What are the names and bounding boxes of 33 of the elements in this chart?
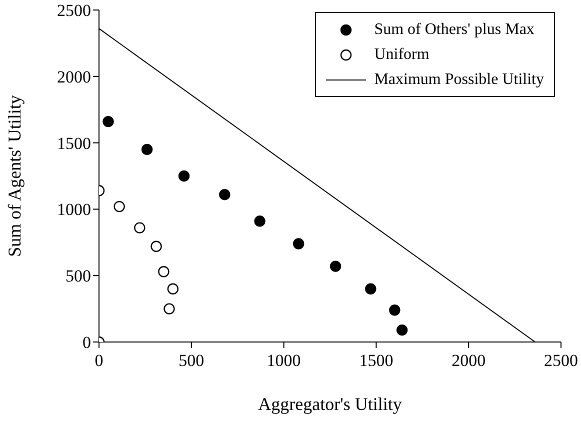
point — [389, 304, 400, 316]
y-tick-label: 1000 — [57, 200, 91, 220]
point — [164, 303, 175, 314]
y-axis-title: Sum of Agents' Utility — [4, 95, 24, 257]
y-tick-label: 0 — [82, 333, 91, 352]
x-tick-label: 1500 — [359, 351, 394, 370]
point — [167, 283, 179, 294]
point — [102, 116, 114, 128]
x-tick-label: 1000 — [266, 351, 301, 370]
x-axis-title: Aggregator's Utility — [258, 394, 402, 414]
point — [292, 238, 304, 250]
y-tick-label: 500 — [66, 266, 91, 286]
y-tick-label: 1500 — [57, 134, 91, 153]
y-tick-label: 2500 — [57, 1, 91, 20]
point — [114, 200, 125, 212]
x-tick-label: 0 — [94, 351, 104, 370]
point — [158, 266, 170, 278]
point — [330, 260, 342, 272]
point — [178, 170, 190, 182]
point — [254, 216, 266, 227]
x-tick-label: 2500 — [544, 351, 578, 370]
point — [134, 222, 146, 234]
point — [141, 144, 153, 156]
point — [396, 324, 408, 336]
legend-label: Maximum Possible Utility — [374, 70, 544, 88]
point — [219, 188, 230, 200]
point — [365, 283, 376, 294]
point — [150, 240, 162, 252]
x-tick-label: 2000 — [452, 351, 486, 370]
x-tick-label: 500 — [178, 351, 204, 370]
legend-label: Sum of Others' plus Max — [374, 20, 534, 38]
y-tick-label: 2000 — [57, 67, 91, 86]
legend-label: Uniform — [374, 46, 430, 64]
